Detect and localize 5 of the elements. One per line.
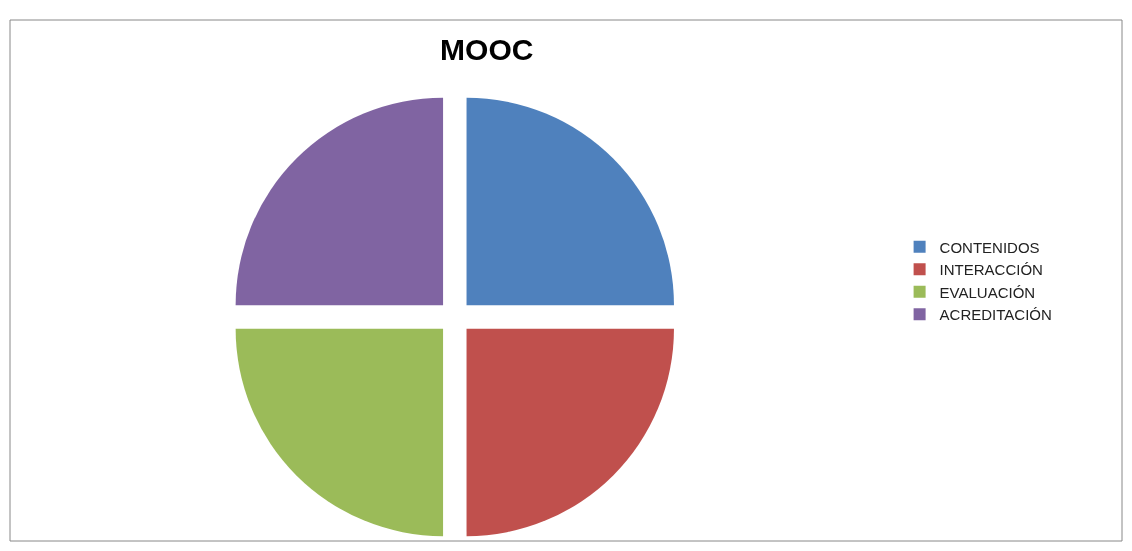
legend-label: CONTENIDOS	[939, 238, 1040, 256]
legend-label: INTERACCIÓN	[939, 261, 1043, 279]
chart-title: MOOC	[440, 32, 534, 66]
legend-label: EVALUACIÓN	[939, 283, 1036, 301]
legend-label: ACREDITACIÓN	[939, 306, 1052, 324]
